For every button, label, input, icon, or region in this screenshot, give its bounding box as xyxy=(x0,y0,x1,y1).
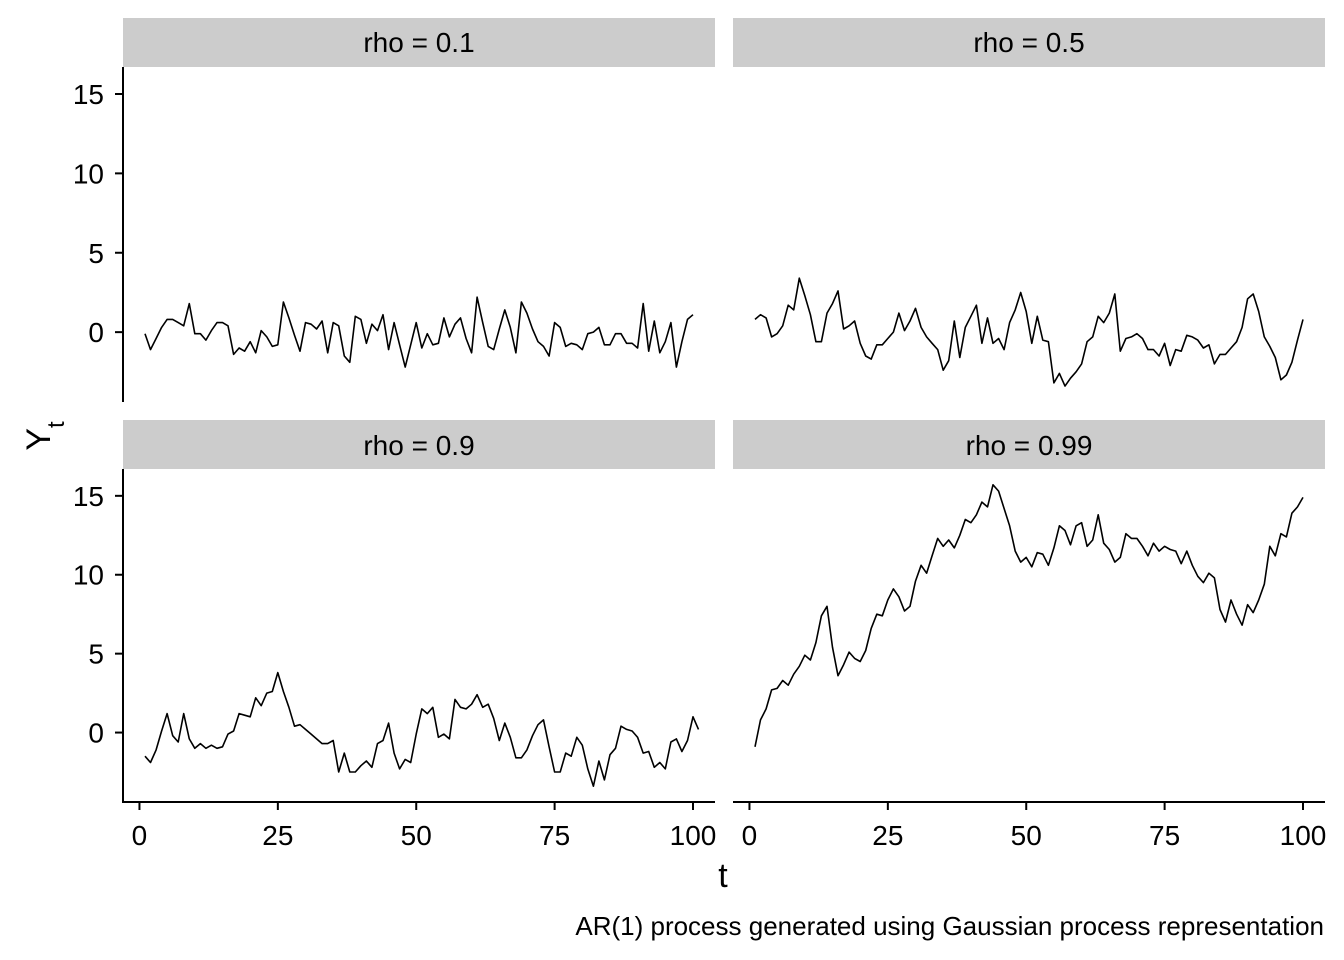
y-tick-label: 10 xyxy=(73,560,104,591)
facet-strip xyxy=(733,420,1325,469)
facet-strip xyxy=(123,420,715,469)
facet-label: rho = 0.9 xyxy=(363,430,474,461)
y-axis-title-subscript: t xyxy=(43,421,70,428)
x-tick-label: 75 xyxy=(1149,820,1180,851)
y-tick-label: 5 xyxy=(88,238,104,269)
series-line-rho-0-9 xyxy=(144,671,700,788)
x-tick-label: 50 xyxy=(401,820,432,851)
facet-panel-rho-0-99: rho = 0.99 xyxy=(733,420,1325,803)
y-axis-title: Yt xyxy=(20,421,70,451)
y-tick-label: 0 xyxy=(88,317,104,348)
axis-ticks: 0 5 10 15 0 5 10 15 0 25 50 75 100 0 25 50 75 100 xyxy=(73,79,1327,851)
y-tick-label: 15 xyxy=(73,481,104,512)
y-tick-label: 10 xyxy=(73,158,104,189)
facet-label: rho = 0.99 xyxy=(966,430,1093,461)
facet-panel-rho-0-9: rho = 0.9 xyxy=(122,420,715,803)
facet-label: rho = 0.5 xyxy=(973,27,1084,58)
x-tick-label: 0 xyxy=(132,820,148,851)
facet-panel-rho-0-1: rho = 0.1 xyxy=(122,18,715,402)
x-tick-label: 25 xyxy=(872,820,903,851)
chart-caption: AR(1) process generated using Gaussian p… xyxy=(575,911,1324,941)
x-tick-label: 0 xyxy=(742,820,758,851)
y-tick-label: 15 xyxy=(73,79,104,110)
x-tick-label: 100 xyxy=(1280,820,1327,851)
facet-label: rho = 0.1 xyxy=(363,27,474,58)
y-tick-label: 5 xyxy=(88,639,104,670)
series-line-rho-0-5 xyxy=(754,277,1304,387)
facet-strip xyxy=(733,18,1325,67)
facet-panel-rho-0-5: rho = 0.5 xyxy=(733,18,1325,387)
series-line-rho-0-1 xyxy=(144,296,694,368)
x-tick-label: 75 xyxy=(539,820,570,851)
x-axis-title: t xyxy=(718,857,728,895)
y-axis-title-base: Y xyxy=(20,428,58,451)
x-tick-label: 100 xyxy=(670,820,717,851)
series-line-rho-0-99 xyxy=(754,483,1304,747)
x-tick-label: 50 xyxy=(1011,820,1042,851)
facet-strip xyxy=(123,18,715,67)
x-tick-label: 25 xyxy=(262,820,293,851)
y-tick-label: 0 xyxy=(88,718,104,749)
